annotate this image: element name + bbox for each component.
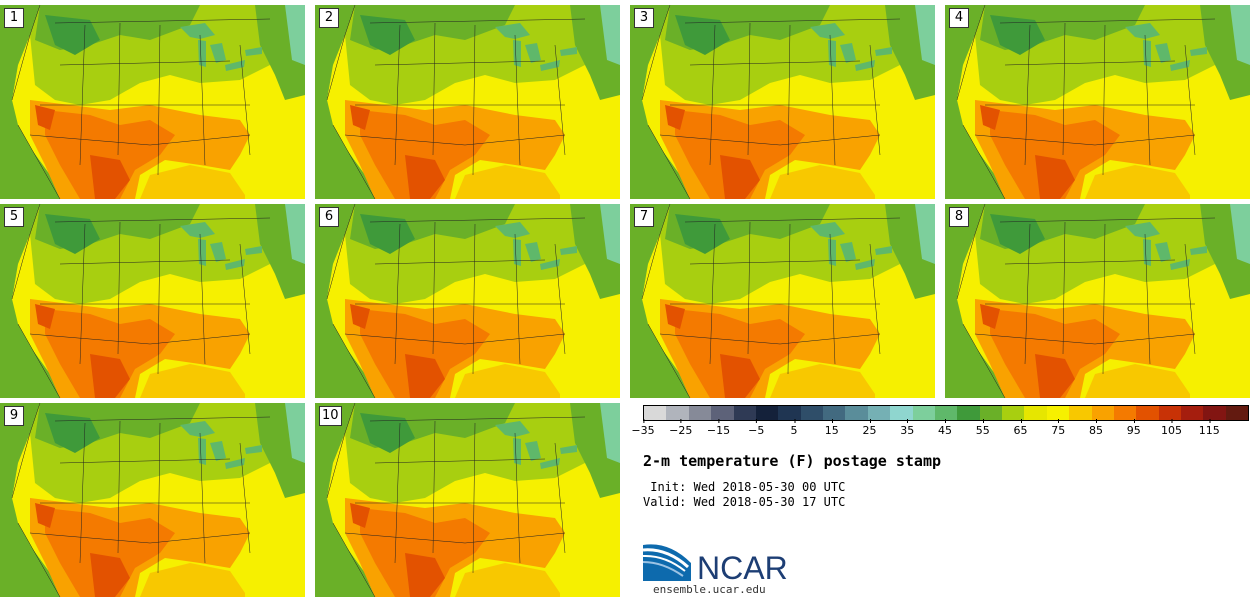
- init-time: Init: Wed 2018-05-30 00 UTC: [643, 480, 845, 494]
- ensemble-member-map: 4: [945, 5, 1250, 199]
- member-number-label: 10: [319, 406, 342, 426]
- colorbar-tick-label: −5: [748, 419, 765, 437]
- colorbar-swatch: [867, 406, 891, 420]
- colorbar-swatch: [755, 406, 779, 420]
- colorbar-swatch: [979, 406, 1002, 420]
- member-number-label: 8: [949, 207, 969, 227]
- member-number-label: 2: [319, 8, 339, 28]
- member-number-label: 5: [4, 207, 24, 227]
- init-value: Wed 2018-05-30 00 UTC: [693, 480, 846, 494]
- colorbar-swatch: [823, 406, 846, 420]
- ensemble-member-map: 10: [315, 403, 620, 597]
- member-number-label: 7: [634, 207, 654, 227]
- colorbar-tick-label: 65: [1013, 419, 1028, 437]
- member-number-label: 4: [949, 8, 969, 28]
- colorbar-swatch: [912, 406, 935, 420]
- ncar-logo-text: NCAR: [697, 550, 788, 583]
- colorbar-tick-label: 15: [824, 419, 839, 437]
- colorbar-tick-label: −25: [669, 419, 693, 437]
- colorbar-swatch: [666, 406, 689, 420]
- colorbar-swatch: [934, 406, 958, 420]
- colorbar-tick-label: 55: [975, 419, 990, 437]
- colorbar-tick-label: 105: [1161, 419, 1182, 437]
- colorbar-tick-label: −35: [631, 419, 655, 437]
- colorbar-swatch: [1181, 406, 1204, 420]
- temperature-colorbar: [643, 405, 1249, 421]
- colorbar-swatch: [644, 406, 667, 420]
- member-number-label: 6: [319, 207, 339, 227]
- colorbar-swatch: [1136, 406, 1159, 420]
- ncar-logo: NCAR: [642, 541, 793, 586]
- colorbar-swatch: [711, 406, 734, 420]
- colorbar-swatch: [1024, 406, 1047, 420]
- ensemble-member-map: 5: [0, 204, 305, 398]
- colorbar-swatch: [1203, 406, 1226, 420]
- member-number-label: 1: [4, 8, 24, 28]
- colorbar-tick-label: 45: [938, 419, 952, 437]
- colorbar-swatch: [1069, 406, 1092, 420]
- member-number-label: 3: [634, 8, 654, 28]
- colorbar-swatch: [1113, 406, 1137, 420]
- ensemble-member-map: 8: [945, 204, 1250, 398]
- colorbar-tick-label: 75: [1051, 419, 1066, 437]
- ensemble-url: ensemble.ucar.edu: [653, 583, 766, 596]
- valid-label: Valid:: [643, 495, 687, 509]
- colorbar-swatch: [1002, 406, 1025, 420]
- ensemble-member-map: 2: [315, 5, 620, 199]
- valid-time: Valid: Wed 2018-05-30 17 UTC: [643, 495, 845, 509]
- colorbar-tick-label: −15: [706, 419, 731, 437]
- ensemble-member-map: 9: [0, 403, 305, 597]
- colorbar-swatch: [1046, 406, 1070, 420]
- colorbar-tick-label: 5: [790, 419, 798, 437]
- colorbar-swatch: [800, 406, 823, 420]
- colorbar-swatch: [778, 406, 801, 420]
- member-number-label: 9: [4, 406, 24, 426]
- colorbar-tick-label: 35: [900, 419, 915, 437]
- colorbar-tick-label: 25: [862, 419, 877, 437]
- colorbar-swatch: [1158, 406, 1181, 420]
- colorbar-tick-label: 115: [1198, 419, 1220, 437]
- colorbar-swatch: [1225, 406, 1249, 420]
- init-label: Init:: [643, 480, 687, 494]
- colorbar-tick-label: 95: [1126, 419, 1141, 437]
- chart-title: 2-m temperature (F) postage stamp: [643, 452, 942, 470]
- ensemble-member-map: 3: [630, 5, 935, 199]
- ensemble-member-map: 6: [315, 204, 620, 398]
- colorbar-tick-label: 85: [1089, 419, 1103, 437]
- colorbar-ticks: −35 −25 −15 −5 5 15 25 35 45 55 65 75 85 95 105 115: [631, 419, 1257, 444]
- ensemble-member-map: 7: [630, 204, 935, 398]
- colorbar-swatch: [733, 406, 756, 420]
- colorbar-swatch: [688, 406, 712, 420]
- colorbar-swatch: [890, 406, 913, 420]
- colorbar-swatch: [845, 406, 868, 420]
- ensemble-member-map: 1: [0, 5, 305, 199]
- colorbar-swatch: [957, 406, 980, 420]
- ncar-logo-icon: NCAR: [642, 544, 788, 586]
- valid-value: Wed 2018-05-30 17 UTC: [693, 495, 846, 509]
- colorbar-swatch: [1091, 406, 1114, 420]
